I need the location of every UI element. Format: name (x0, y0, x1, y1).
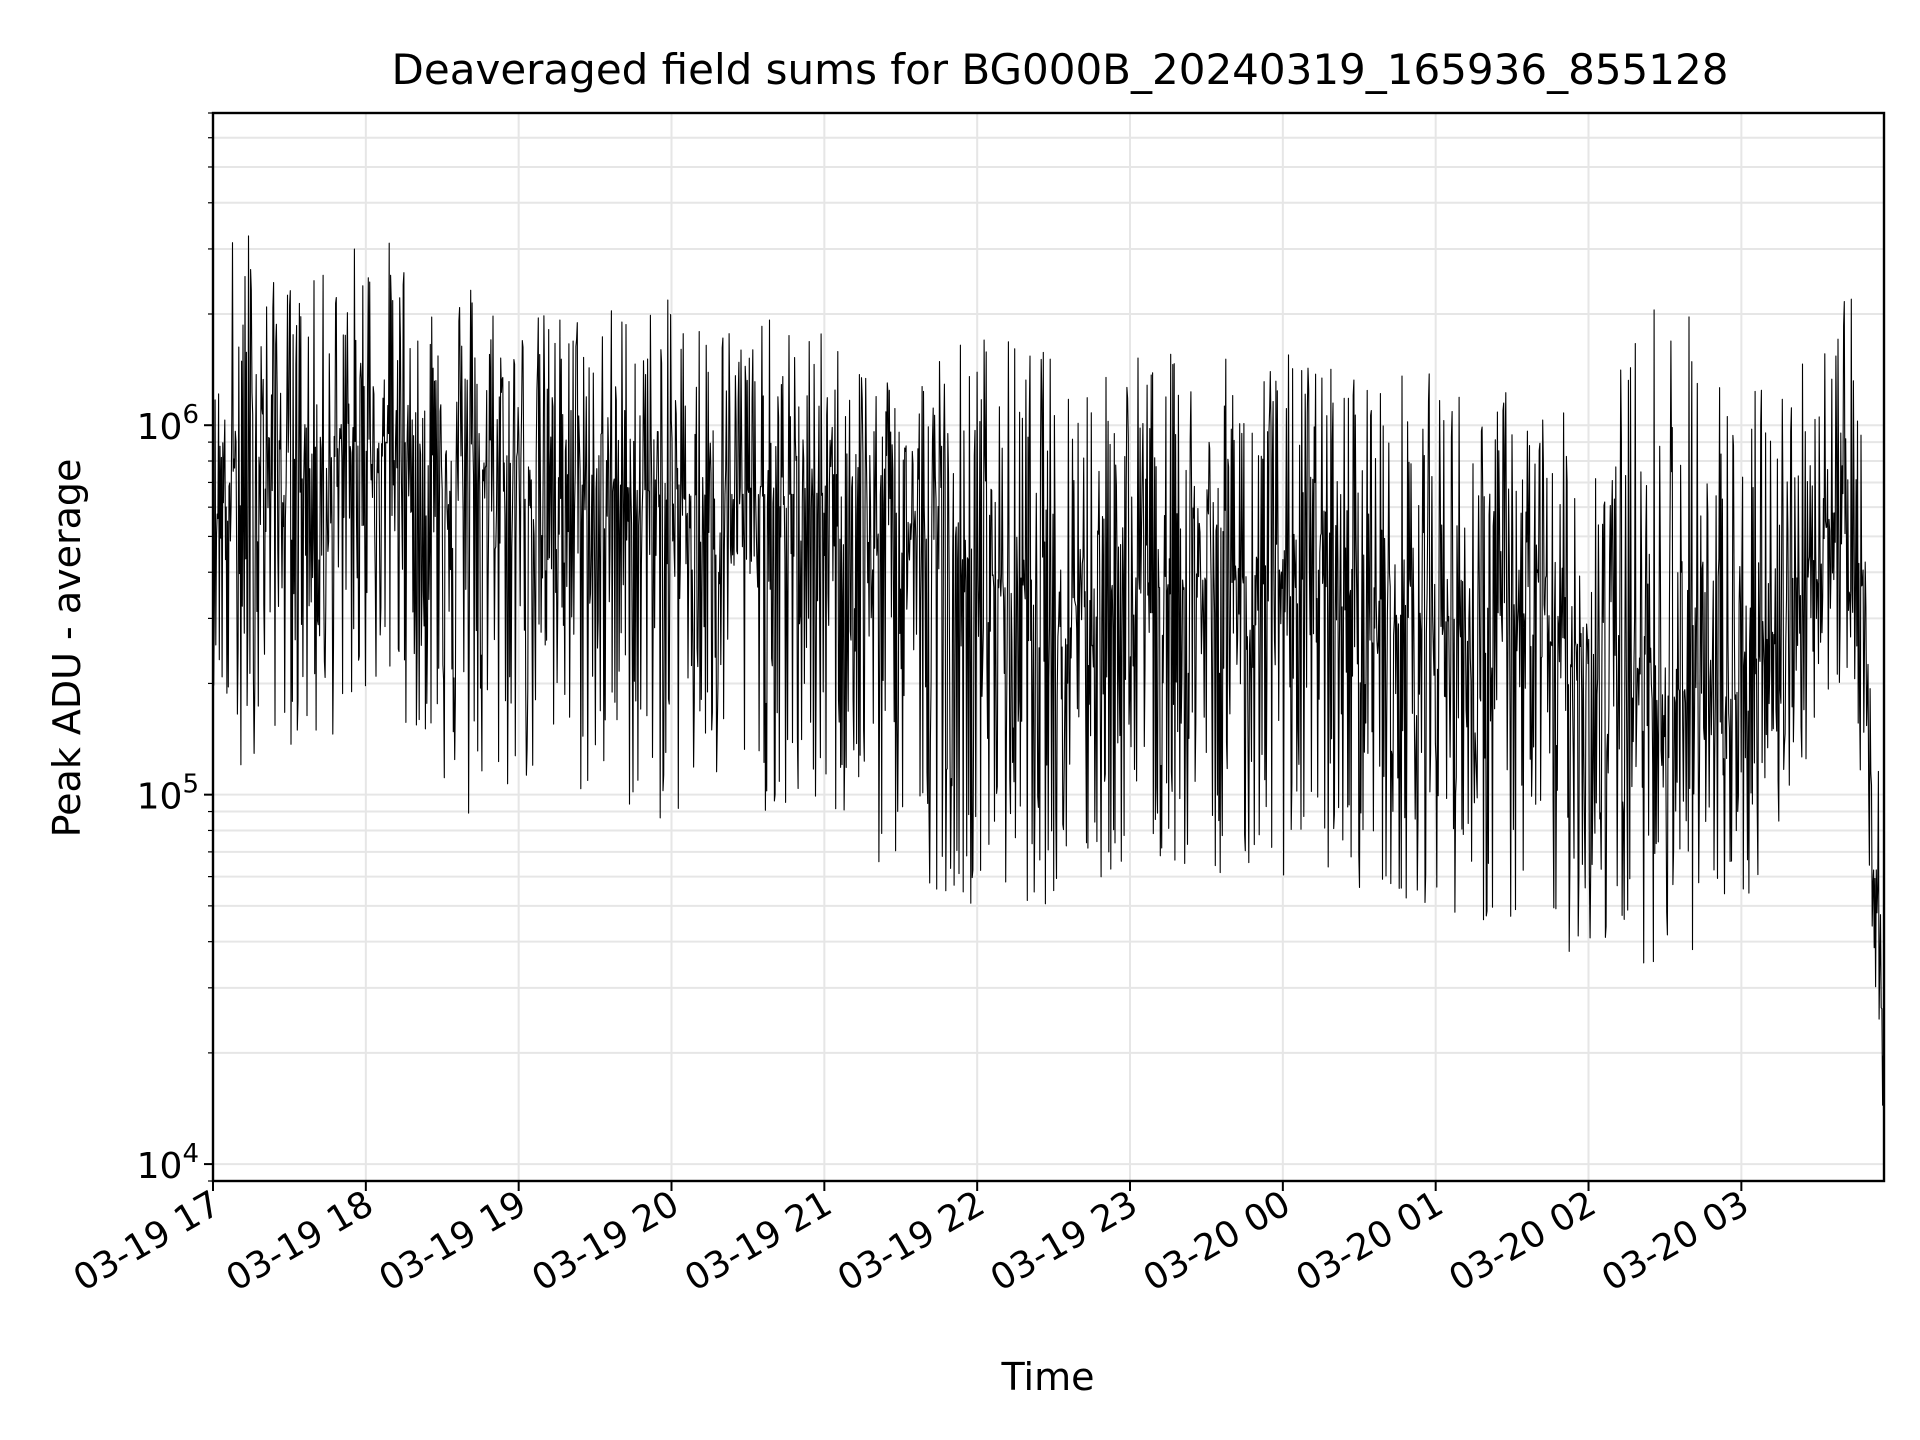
y-axis-ticks: 104 105 106 (137, 112, 213, 1187)
x-axis-label: Time (1001, 1355, 1095, 1399)
y-tick-label: 106 (137, 400, 199, 448)
series-polyline (212, 235, 1885, 1106)
plot-frame (211, 111, 1886, 1183)
y-axis-label: Peak ADU - average (45, 459, 89, 838)
series-line (212, 235, 1885, 1106)
chart-title: Deaveraged field sums for BG000B_2024031… (392, 45, 1729, 94)
y-tick-label: 105 (137, 770, 199, 818)
y-tick-label: 104 (137, 1139, 199, 1187)
